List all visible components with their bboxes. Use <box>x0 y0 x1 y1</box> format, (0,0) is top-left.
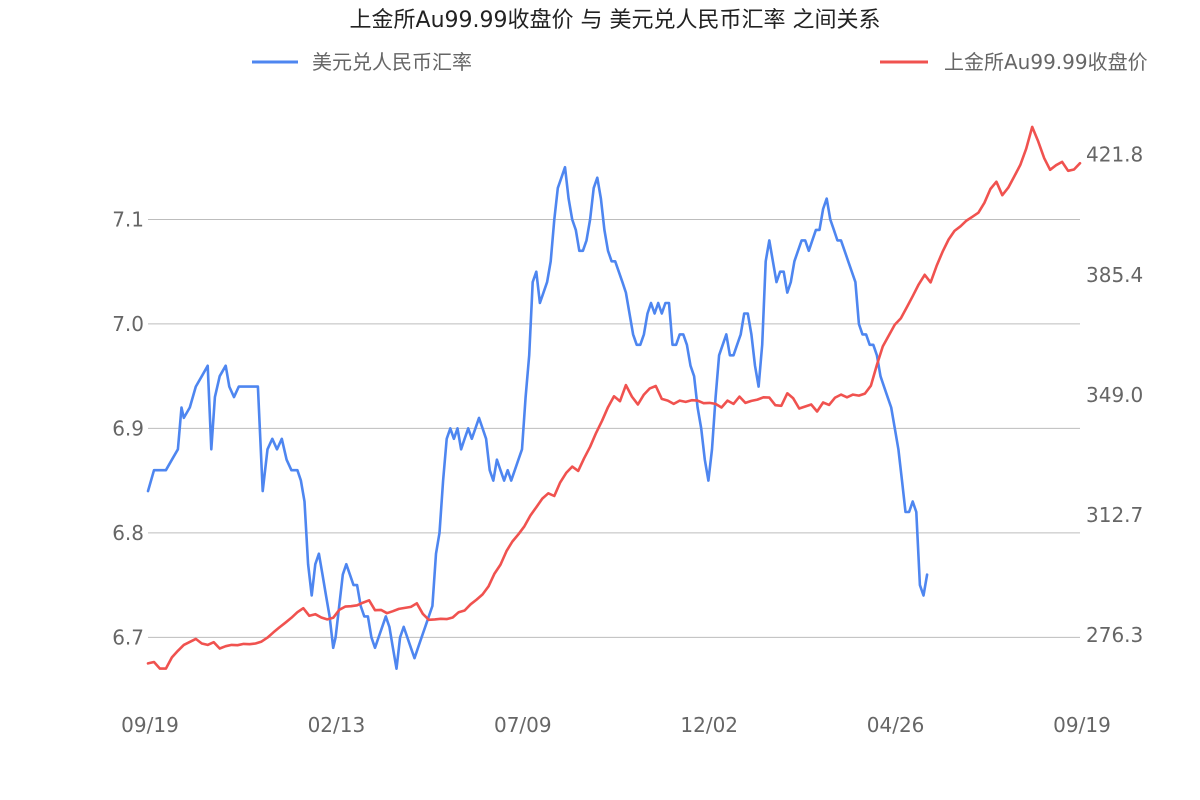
series-layer <box>146 125 1082 670</box>
x-tick-label: 04/26 <box>867 713 925 737</box>
x-tick-label: 12/02 <box>680 713 738 737</box>
x-tick-label: 09/19 <box>121 713 179 737</box>
chart-title: 上金所Au99.99收盘价 与 美元兑人民币汇率 之间关系 <box>350 8 881 33</box>
right-tick-label: 349.0 <box>1086 383 1143 407</box>
left-tick-label: 7.0 <box>112 312 144 336</box>
x-tick-label: 07/09 <box>494 713 552 737</box>
left-tick-label: 7.1 <box>112 207 144 231</box>
series-line-gold <box>146 125 1082 670</box>
right-y-axis: 276.3 312.7 349.0 385.4 421.8 <box>1086 143 1143 647</box>
right-tick-label: 421.8 <box>1086 143 1143 167</box>
left-tick-label: 6.7 <box>112 625 144 649</box>
left-tick-label: 6.9 <box>112 416 144 440</box>
right-tick-label: 312.7 <box>1086 503 1143 527</box>
x-axis: 09/19 02/13 07/09 12/02 04/26 09/19 <box>121 713 1111 737</box>
legend-label-usdcny: 美元兑人民币汇率 <box>312 50 472 74</box>
legend-label-gold: 上金所Au99.99收盘价 <box>944 50 1148 74</box>
x-tick-label: 02/13 <box>308 713 366 737</box>
legend: 美元兑人民币汇率 上金所Au99.99收盘价 <box>252 50 1148 74</box>
left-tick-label: 6.8 <box>112 521 144 545</box>
left-y-axis: 6.7 6.8 6.9 7.0 7.1 <box>112 207 144 649</box>
series-line-usdcny <box>146 165 929 670</box>
x-tick-label: 09/19 <box>1053 713 1111 737</box>
right-tick-label: 385.4 <box>1086 263 1143 287</box>
right-tick-label: 276.3 <box>1086 623 1143 647</box>
grid <box>148 218 1080 638</box>
